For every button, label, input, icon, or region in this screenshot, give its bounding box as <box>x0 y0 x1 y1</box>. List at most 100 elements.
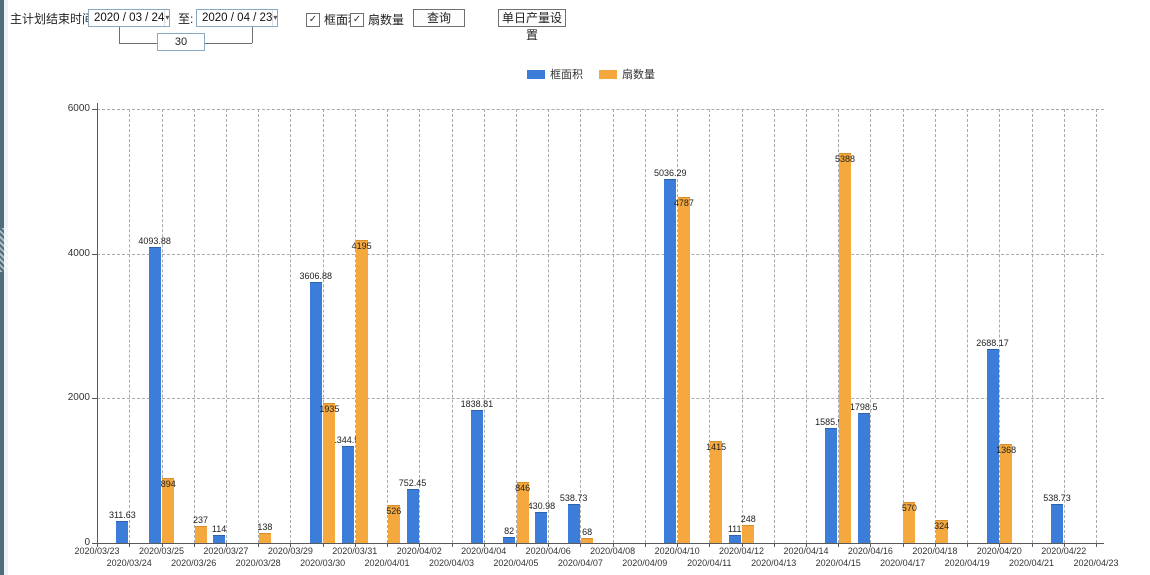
x-axis-label: 2020/04/17 <box>880 558 926 568</box>
chevron-down-icon[interactable]: ▾ <box>272 10 277 26</box>
bar-fan-quantity <box>903 501 916 543</box>
bar-value-label: 538.73 <box>559 493 588 503</box>
bar-value-label: 752.45 <box>398 477 427 488</box>
vertical-gridline <box>548 109 550 543</box>
bar-value-label: 138 <box>257 522 273 532</box>
x-axis-tick <box>677 543 679 547</box>
bar-fan-quantity <box>387 505 400 543</box>
x-axis-tick <box>934 543 936 547</box>
x-axis-label: 2020/04/23 <box>1073 558 1119 568</box>
x-axis-tick <box>870 543 872 547</box>
legend-label-fan-quantity: 扇数量 <box>622 69 655 81</box>
x-axis-tick <box>902 543 904 547</box>
x-axis-label: 2020/03/31 <box>332 546 378 556</box>
x-axis-tick <box>548 543 550 547</box>
legend-swatch-frame-area <box>527 69 545 79</box>
legend-swatch-fan-quantity <box>599 69 617 79</box>
x-axis-label: 2020/04/06 <box>525 546 571 556</box>
x-axis-label: 2020/03/25 <box>138 546 185 556</box>
daily-output-settings-button[interactable]: 单日产量设置 <box>498 9 566 42</box>
bar-value-label: 894 <box>160 479 176 490</box>
x-axis-tick <box>1031 543 1033 547</box>
y-axis-label: 2000 <box>67 392 90 404</box>
bar-fan-quantity <box>258 533 271 543</box>
checkbox-checked-icon[interactable]: ✓ <box>306 12 320 27</box>
bar-frame-area <box>470 410 483 543</box>
bar-frame-area <box>567 504 580 543</box>
vertical-gridline <box>354 109 357 543</box>
x-axis-tick <box>838 543 840 547</box>
bar-value-label: 1344.95 <box>331 434 365 445</box>
days-interval-input[interactable]: 30 <box>157 33 205 51</box>
bar-value-label: 526 <box>386 506 402 516</box>
date-range-connector-left-h <box>119 43 157 44</box>
chevron-down-icon[interactable]: ▾ <box>164 10 169 26</box>
bar-value-label: 114 <box>211 523 227 534</box>
bar-frame-area <box>728 535 741 543</box>
bar-value-label: 538.73 <box>1043 493 1071 503</box>
query-button[interactable]: 查询 <box>413 9 465 27</box>
horizontal-gridline <box>97 253 1104 256</box>
checkbox-checked-icon[interactable]: ✓ <box>350 12 364 27</box>
x-axis-tick <box>387 543 388 547</box>
bar-value-label: 5036.29 <box>654 167 687 178</box>
x-axis-tick <box>1096 543 1097 547</box>
y-axis-line <box>97 103 98 543</box>
bar-value-label: 4093.88 <box>138 235 171 246</box>
x-axis-label: 2020/04/04 <box>461 546 507 556</box>
to-label: 至: <box>178 12 194 26</box>
window-edge-artifact <box>0 228 8 272</box>
x-axis-label: 2020/04/19 <box>944 558 990 568</box>
bar-value-label: 1798.5 <box>849 401 878 412</box>
bar-fan-quantity <box>742 525 755 543</box>
vertical-gridline <box>451 109 454 543</box>
date-range-connector-right <box>252 27 253 43</box>
vertical-gridline <box>193 109 196 543</box>
bar-value-label: 4787 <box>673 197 694 208</box>
x-axis-label: 2020/04/08 <box>590 546 636 556</box>
bar-frame-area <box>857 412 870 543</box>
bar-value-label: 2688.17 <box>976 337 1009 348</box>
vertical-gridline <box>129 109 131 543</box>
end-date-picker[interactable]: 2020 / 04 / 23 ▾ <box>196 9 278 27</box>
vertical-gridline <box>999 109 1001 543</box>
vertical-gridline <box>934 109 937 543</box>
vertical-gridline <box>1063 109 1066 543</box>
bar-frame-area <box>309 282 322 543</box>
end-date-value: 2020 / 04 / 23 <box>202 12 273 24</box>
x-axis-tick <box>258 543 260 547</box>
legend-item-fan-quantity: 扇数量 <box>599 66 655 82</box>
vertical-gridline <box>1096 109 1098 543</box>
x-axis-tick <box>97 543 98 547</box>
vertical-gridline <box>967 109 969 543</box>
vertical-gridline <box>677 109 679 543</box>
bar-value-label: 111 <box>727 524 742 534</box>
date-range-connector-left <box>119 27 120 43</box>
start-date-picker[interactable]: 2020 / 03 / 24 ▾ <box>88 9 170 27</box>
vertical-gridline <box>838 109 840 543</box>
bar-value-label: 570 <box>901 502 917 513</box>
x-axis-label: 2020/03/30 <box>300 558 346 568</box>
bar-fan-quantity <box>194 525 207 543</box>
x-axis-label: 2020/04/03 <box>428 558 475 568</box>
bar-fan-quantity <box>710 440 723 543</box>
x-axis-tick <box>419 543 421 547</box>
vertical-gridline <box>741 109 744 543</box>
x-axis-tick <box>741 543 743 547</box>
x-axis-label: 2020/04/10 <box>654 546 700 556</box>
vertical-gridline <box>1031 109 1034 543</box>
x-axis-tick <box>129 543 131 547</box>
x-axis-label: 2020/04/09 <box>622 558 668 568</box>
checkbox-fan-quantity[interactable]: ✓ 扇数量 <box>350 11 404 28</box>
vertical-gridline <box>870 109 872 543</box>
vertical-gridline <box>419 109 421 543</box>
x-axis-tick <box>999 543 1001 547</box>
vertical-gridline <box>806 109 808 543</box>
x-axis-label: 2020/04/07 <box>557 558 603 568</box>
x-axis-label: 2020/04/05 <box>493 558 539 568</box>
bar-fan-quantity <box>516 481 529 543</box>
vertical-gridline <box>258 109 260 543</box>
x-axis-tick <box>580 543 582 547</box>
bar-value-label: 82 <box>504 526 515 537</box>
